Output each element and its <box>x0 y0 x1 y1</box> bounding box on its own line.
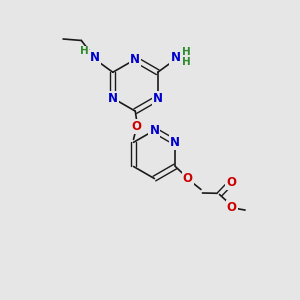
Text: O: O <box>226 176 236 189</box>
Text: N: N <box>153 92 163 105</box>
Text: O: O <box>132 120 142 133</box>
Text: N: N <box>170 51 180 64</box>
Text: N: N <box>170 136 180 149</box>
Text: H: H <box>182 57 191 67</box>
Text: H: H <box>80 46 89 56</box>
Text: N: N <box>90 51 100 64</box>
Text: O: O <box>183 172 193 185</box>
Text: N: N <box>149 124 159 137</box>
Text: N: N <box>130 53 140 66</box>
Text: N: N <box>108 92 118 105</box>
Text: H: H <box>182 47 191 57</box>
Text: O: O <box>227 201 237 214</box>
